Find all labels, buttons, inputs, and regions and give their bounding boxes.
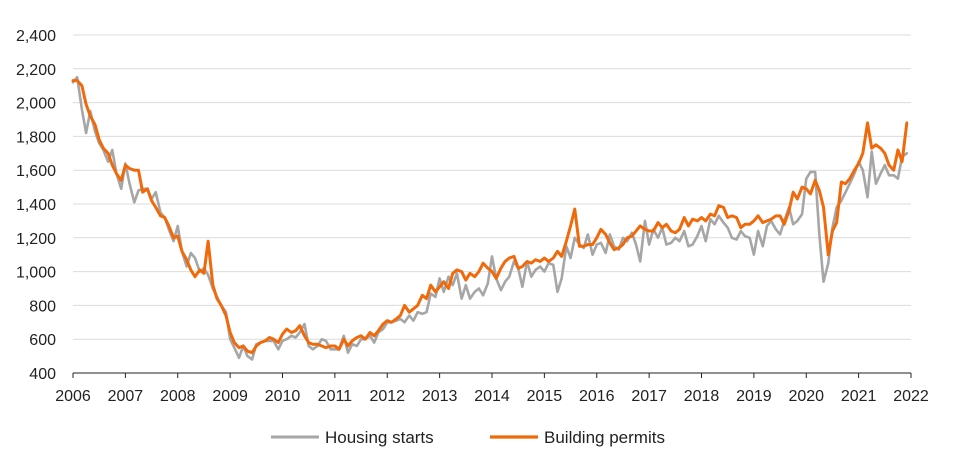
x-tick-label: 2006: [55, 388, 91, 405]
axis-layer: 400 600 800 1,000 1,200 1,400 1,600 1,800 2,000 2…: [16, 28, 929, 405]
x-tick-label: 2007: [108, 388, 144, 405]
x-tick-label: 2017: [631, 388, 667, 405]
y-tick-label: 1,400: [16, 197, 56, 214]
y-tick-label: 1,000: [16, 265, 56, 282]
x-tick-label: 2018: [684, 388, 720, 405]
x-tick-label: 2014: [474, 388, 510, 405]
y-tick-label: 400: [29, 366, 56, 383]
series-line-building-permits: [71, 79, 909, 355]
y-tick-label: 1,600: [16, 163, 56, 180]
x-tick-label: 2011: [318, 388, 353, 405]
y-tick-label: 600: [29, 332, 56, 349]
legend-label-housing-starts: Housing starts: [325, 428, 434, 447]
x-tick-label: 2008: [160, 388, 196, 405]
x-tick-label: 2021: [841, 388, 877, 405]
x-tick-label: 2009: [212, 388, 248, 405]
grid-layer: [73, 34, 911, 340]
y-tick-label: 1,800: [16, 129, 56, 146]
y-tick-label: 1,200: [16, 231, 56, 248]
y-tick-label: 2,400: [16, 28, 56, 45]
x-tick-label: 2020: [788, 388, 824, 405]
y-tick-label: 2,000: [16, 96, 56, 113]
y-tick-label: 800: [29, 298, 56, 315]
series-layer: [71, 75, 909, 361]
legend-label-building-permits: Building permits: [544, 428, 665, 447]
x-tick-label: 2013: [422, 388, 458, 405]
y-tick-label: 2,200: [16, 62, 56, 79]
x-tick-label: 2015: [527, 388, 563, 405]
x-tick-label: 2019: [736, 388, 772, 405]
x-tick-label: 2012: [369, 388, 405, 405]
legend: Housing starts Building permits: [271, 428, 665, 447]
x-tick-label: 2022: [893, 388, 929, 405]
x-tick-label: 2016: [579, 388, 615, 405]
x-tick-label: 2010: [265, 388, 301, 405]
